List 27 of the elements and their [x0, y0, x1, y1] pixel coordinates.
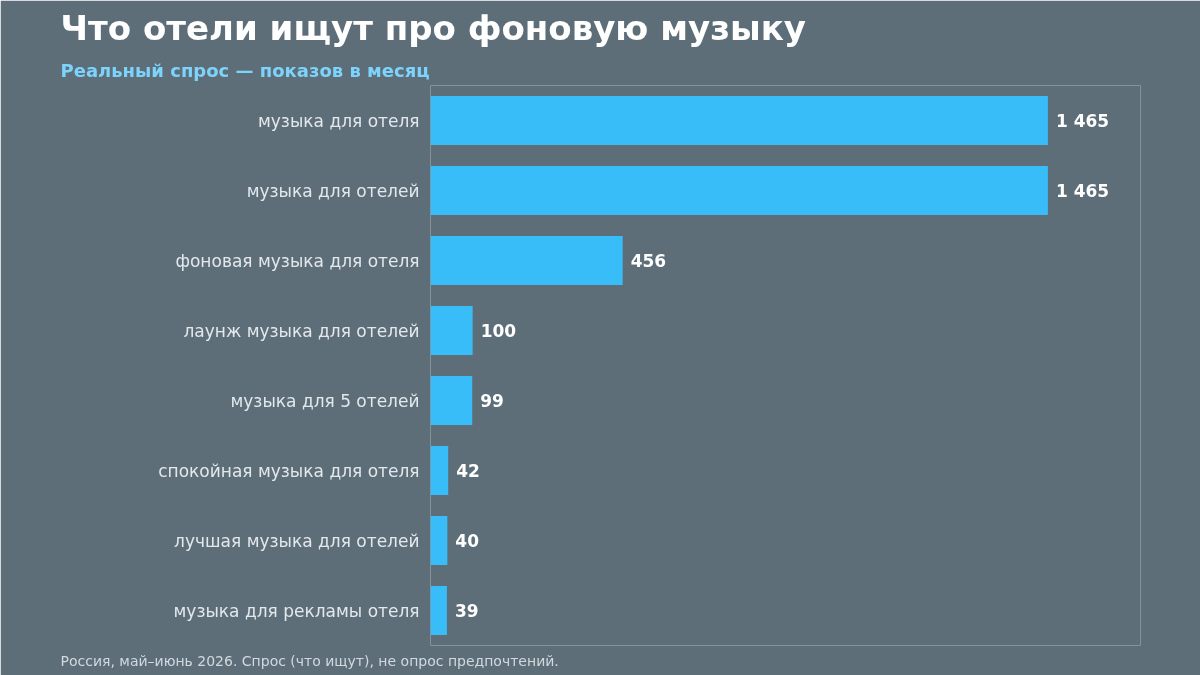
- y-tick-label: музыка для рекламы отеля: [173, 600, 420, 621]
- data-label: 456: [630, 251, 667, 271]
- y-tick-label: лаунж музыка для отелей: [183, 320, 420, 341]
- bar: [430, 236, 623, 285]
- data-label: 100: [480, 321, 517, 341]
- data-label: 1 465: [1055, 180, 1110, 201]
- bar: [430, 96, 1048, 145]
- bar: [430, 306, 473, 355]
- data-label: 42: [456, 461, 480, 481]
- data-label: 40: [455, 531, 480, 551]
- bar: [430, 166, 1048, 215]
- data-label: 1 465: [1055, 110, 1110, 131]
- bar: [430, 376, 473, 425]
- bar: [430, 446, 449, 495]
- data-label: 99: [480, 391, 504, 411]
- text: Россия, май–июнь 2026. Спрос (что ищут), не опрос предпочтений.: [60, 652, 559, 669]
- y-tick-label: лучшая музыка для отелей: [174, 530, 420, 551]
- chart-title: Что отели ищут про фоновую музыку: [60, 7, 806, 48]
- bar: [430, 516, 448, 565]
- data-label: 39: [454, 601, 479, 621]
- text: Реальный спрос — показов в месяц: [60, 59, 430, 81]
- bar: [430, 586, 447, 635]
- y-tick-label: фоновая музыка для отеля: [175, 250, 420, 271]
- y-tick-label: музыка для 5 отелей: [230, 390, 420, 411]
- y-tick-label: спокойная музыка для отеля: [158, 460, 420, 481]
- y-tick-label: музыка для отеля: [257, 110, 420, 131]
- y-tick-label: музыка для отелей: [246, 180, 420, 201]
